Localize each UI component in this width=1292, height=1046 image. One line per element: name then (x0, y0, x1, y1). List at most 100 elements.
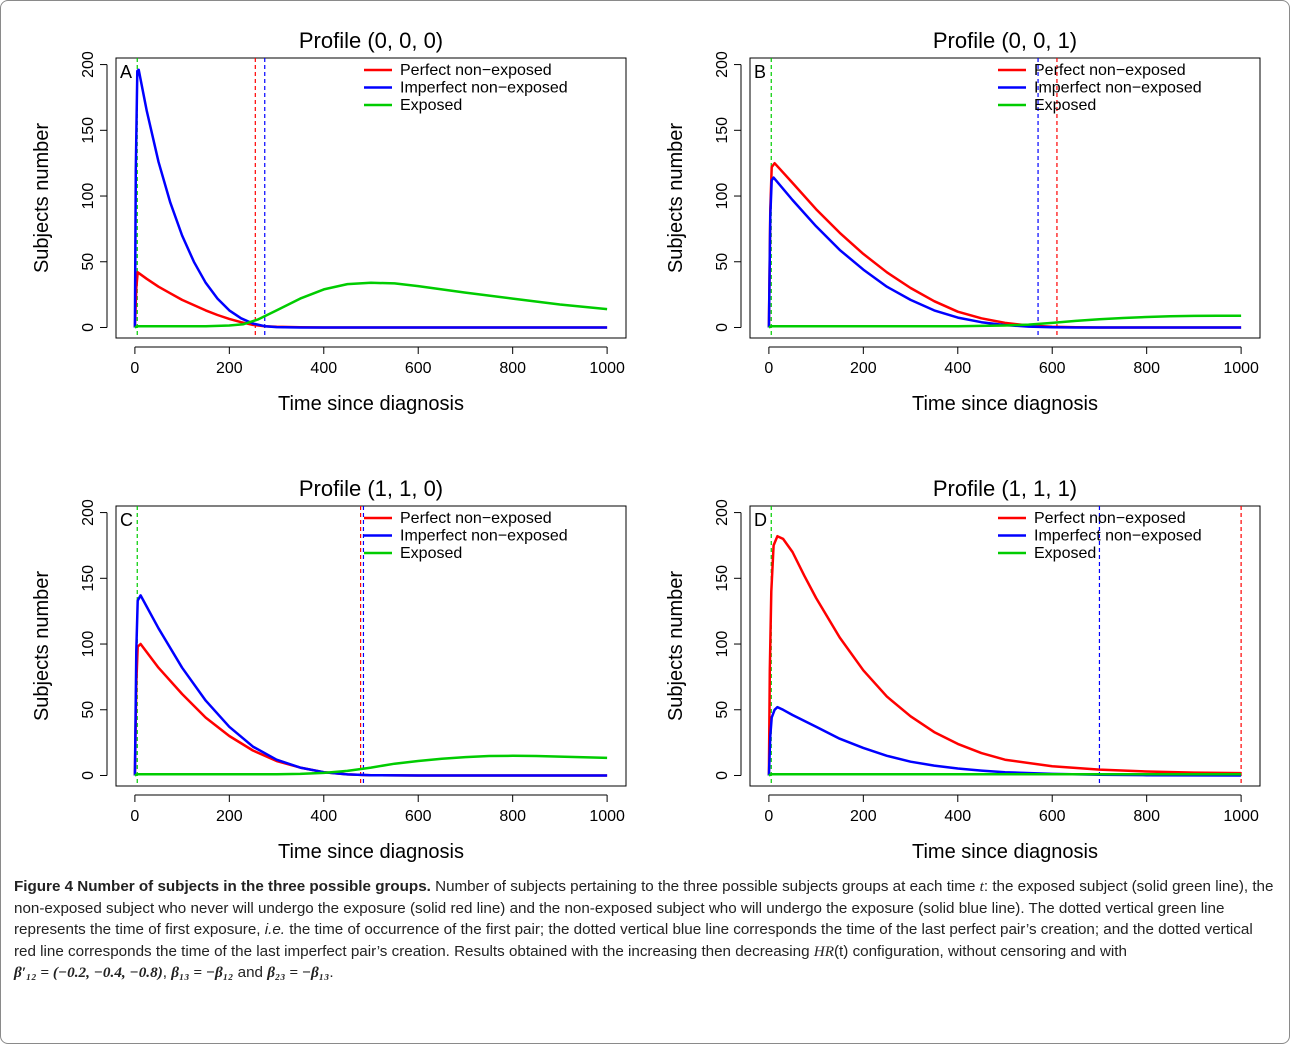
chart-d: Profile (1, 1, 1) D 0 200 400 600 800 1000 0 50 10… (665, 476, 1261, 863)
y-tick-label: 150 (714, 565, 731, 592)
series-line-exposed (768, 772, 1242, 777)
caption-text-2: : the exposed subject (solid green line)… (14, 878, 1274, 939)
plot-area (133, 506, 608, 786)
y-axis-label: Subjects number (665, 571, 687, 721)
series-line-exposed (134, 754, 608, 777)
x-tick-label: 0 (764, 360, 773, 377)
caption-beta23: β₂₃ = −β₁₃ (267, 964, 330, 982)
chart-title: Profile (0, 0, 1) (933, 28, 1077, 53)
x-tick-label: 800 (499, 808, 526, 825)
chart-title: Profile (1, 1, 0) (299, 476, 443, 501)
y-tick-label: 0 (714, 323, 731, 332)
figure-caption: Figure 4 Number of subjects in the three… (14, 876, 1276, 984)
caption-var-t: t (979, 878, 984, 895)
caption-beta12: β′₁₂ = (−0.2, −0.4, −0.8) (14, 964, 163, 982)
caption-beta13: β₁₃ = −β₁₂ (171, 964, 234, 982)
y-tick-label: 100 (80, 183, 97, 210)
legend-label: Imperfect non−exposed (400, 80, 568, 97)
series-line-exposed (134, 281, 608, 329)
x-tick-label: 600 (1039, 808, 1066, 825)
y-tick-label: 200 (80, 499, 97, 526)
x-tick-label: 800 (499, 360, 526, 377)
legend-label: Exposed (400, 545, 462, 562)
legend-label: Exposed (1034, 97, 1096, 114)
legend-label: Exposed (400, 97, 462, 114)
legend-label: Imperfect non−exposed (400, 528, 568, 545)
x-tick-label: 600 (1039, 360, 1066, 377)
y-tick-label: 50 (80, 253, 97, 271)
x-tick-label: 1000 (589, 360, 625, 377)
caption-label: Figure 4 Number of subjects in the three… (14, 878, 431, 895)
x-tick-label: 1000 (1223, 360, 1259, 377)
panel-letter: B (754, 62, 766, 82)
x-tick-label: 0 (130, 808, 139, 825)
panel-d: Profile (1, 1, 1) D 0 200 400 600 800 1000 0 50 10… (634, 448, 1280, 894)
plot-area (133, 58, 608, 338)
series-line-imperfect (767, 705, 1242, 777)
caption-hr: HR (813, 942, 834, 960)
caption-text-3: the time of occurrence of the first pair… (14, 921, 1253, 960)
x-tick-label: 200 (216, 808, 243, 825)
x-tick-label: 800 (1133, 808, 1160, 825)
series-line-exposed (768, 314, 1242, 329)
caption-ie: i.e. (264, 921, 285, 939)
y-tick-label: 0 (80, 771, 97, 780)
legend-label: Perfect non−exposed (1034, 510, 1186, 527)
y-axis-label: Subjects number (665, 123, 687, 273)
legend-label: Imperfect non−exposed (1034, 528, 1202, 545)
panel-letter: A (120, 62, 132, 82)
x-tick-label: 400 (310, 808, 337, 825)
y-tick-label: 200 (714, 499, 731, 526)
chart-a: Profile (0, 0, 0) A 0 200 400 600 800 1000 0 50 10… (31, 28, 627, 415)
x-tick-label: 400 (944, 360, 971, 377)
x-axis-label: Time since diagnosis (278, 393, 464, 415)
x-tick-label: 400 (944, 808, 971, 825)
caption-hr-arg: (t) (834, 942, 849, 960)
plot-frame (749, 57, 1261, 339)
panel-b: Profile (0, 0, 1) B 0 200 400 600 800 1000 0 50 10… (634, 0, 1280, 446)
x-axis-label: Time since diagnosis (912, 841, 1098, 863)
caption-text-1: Number of subjects pertaining to the thr… (430, 878, 980, 895)
y-tick-label: 0 (80, 323, 97, 332)
caption-text-4: configuration, without censoring and wit… (848, 942, 1127, 960)
y-tick-label: 100 (714, 631, 731, 658)
x-tick-label: 1000 (589, 808, 625, 825)
chart-b: Profile (0, 0, 1) B 0 200 400 600 800 1000 0 50 10… (665, 28, 1261, 415)
x-tick-label: 1000 (1223, 808, 1259, 825)
series-line-imperfect (767, 176, 1242, 329)
y-tick-label: 150 (714, 117, 731, 144)
plot-frame (115, 57, 627, 339)
y-axis-label: Subjects number (31, 123, 53, 273)
panel-letter: C (120, 510, 133, 530)
plot-frame (115, 505, 627, 787)
x-tick-label: 600 (405, 360, 432, 377)
y-tick-label: 100 (80, 631, 97, 658)
panel-letter: D (754, 510, 767, 530)
x-axis-label: Time since diagnosis (912, 393, 1098, 415)
x-tick-label: 800 (1133, 360, 1160, 377)
y-tick-label: 100 (714, 183, 731, 210)
y-tick-label: 0 (714, 771, 731, 780)
y-tick-label: 200 (714, 51, 731, 78)
plot-frame (749, 505, 1261, 787)
chart-c: Profile (1, 1, 0) C 0 200 400 600 800 1000 0 50 10… (31, 476, 627, 863)
series-line-perfect (767, 534, 1242, 776)
caption-end: . (329, 964, 334, 982)
series-line-imperfect (133, 594, 608, 777)
chart-title: Profile (0, 0, 0) (299, 28, 443, 53)
chart-title: Profile (1, 1, 1) (933, 476, 1077, 501)
x-tick-label: 200 (216, 360, 243, 377)
y-tick-label: 200 (80, 51, 97, 78)
x-tick-label: 0 (764, 808, 773, 825)
panel-a: Profile (0, 0, 0) A 0 200 400 600 800 1000 0 50 10… (0, 0, 646, 446)
panel-c: Profile (1, 1, 0) C 0 200 400 600 800 1000 0 50 10… (0, 448, 646, 894)
x-tick-label: 0 (130, 360, 139, 377)
series-line-perfect (767, 161, 1242, 329)
y-tick-label: 50 (80, 701, 97, 719)
x-tick-label: 600 (405, 808, 432, 825)
x-tick-label: 200 (850, 360, 877, 377)
x-tick-label: 400 (310, 360, 337, 377)
legend-label: Imperfect non−exposed (1034, 80, 1202, 97)
plot-area (767, 506, 1242, 786)
